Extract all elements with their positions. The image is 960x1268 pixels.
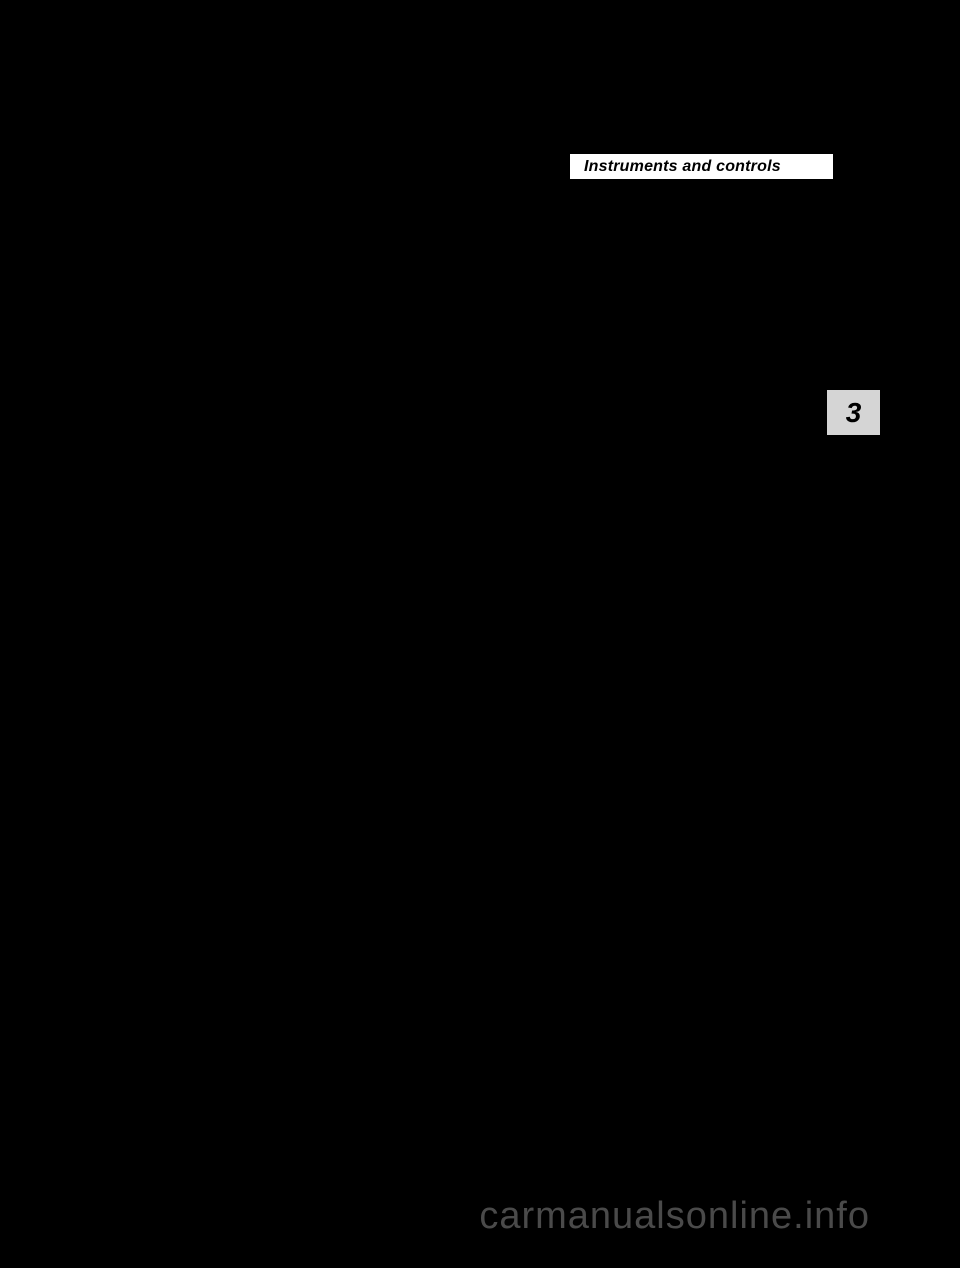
header-label-container: Instruments and controls [570, 154, 833, 179]
section-number: 3 [846, 397, 862, 429]
section-tab: 3 [827, 390, 880, 435]
header-label-text: Instruments and controls [584, 158, 781, 176]
watermark-text: carmanualsonline.info [479, 1195, 870, 1238]
